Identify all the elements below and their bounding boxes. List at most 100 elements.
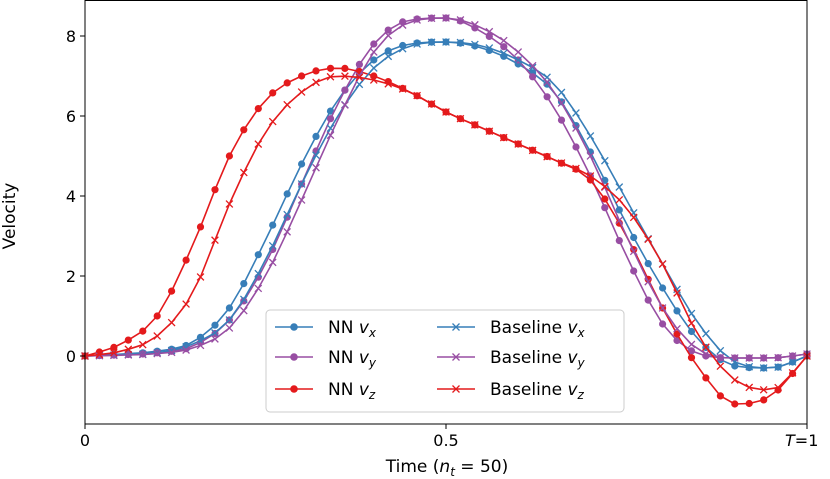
data-point (110, 348, 118, 357)
data-point (138, 350, 147, 359)
data-point (369, 48, 378, 56)
legend-entry: NN vx (275, 318, 377, 340)
data-point (615, 216, 624, 225)
data-point (239, 295, 248, 304)
data-point (298, 160, 306, 168)
data-point (760, 396, 768, 404)
legend-label: NN vy (328, 348, 377, 370)
data-point (413, 16, 421, 24)
data-point (283, 190, 291, 198)
data-point (630, 267, 638, 275)
data-point (629, 213, 638, 222)
data-point (369, 76, 378, 84)
data-point (398, 85, 407, 93)
data-point (730, 376, 739, 384)
legend-label: Baseline vy (490, 348, 586, 370)
data-point (601, 204, 609, 212)
data-point (543, 78, 551, 87)
data-point (211, 236, 219, 245)
data-point (687, 354, 696, 362)
data-point (298, 72, 306, 80)
data-point (514, 140, 523, 148)
data-point (240, 280, 248, 288)
data-point (369, 64, 378, 72)
x-tick-label: 0 (80, 431, 90, 450)
data-point (630, 233, 638, 242)
data-point (211, 186, 219, 194)
data-point (341, 86, 349, 94)
data-point (759, 364, 768, 372)
data-point (514, 48, 523, 56)
data-point (326, 115, 335, 123)
data-point (759, 354, 768, 362)
data-point (153, 349, 162, 358)
data-point (254, 284, 263, 293)
data-point (124, 345, 133, 354)
data-point (702, 329, 710, 338)
data-point (644, 235, 653, 244)
data-point (326, 72, 335, 81)
data-point (529, 73, 537, 81)
data-point (138, 340, 147, 349)
data-point (413, 91, 421, 100)
legend-entry: Baseline vz (437, 380, 585, 402)
data-point (615, 195, 624, 204)
data-point (500, 43, 508, 51)
series-baseline-vz (81, 72, 811, 394)
data-point (615, 237, 623, 245)
data-point (543, 93, 551, 101)
data-point (601, 195, 609, 203)
data-point (427, 14, 436, 23)
data-point (514, 56, 523, 64)
legend-marker (452, 385, 460, 393)
data-point (745, 399, 753, 408)
data-point (673, 330, 681, 338)
data-point (384, 47, 392, 55)
data-point (95, 350, 104, 359)
data-point (124, 336, 132, 344)
data-point (745, 383, 754, 392)
legend-label: NN vx (328, 318, 377, 340)
x-axis-label-prefix: Time ( (385, 457, 440, 477)
data-point (572, 143, 580, 151)
data-point (730, 354, 739, 362)
data-point (673, 324, 681, 333)
data-point (600, 182, 609, 191)
legend-entry: NN vy (275, 348, 377, 370)
data-point (225, 304, 233, 312)
data-point (168, 287, 176, 295)
data-point (557, 99, 566, 107)
data-point (268, 258, 277, 267)
data-point (312, 132, 320, 140)
data-point (370, 72, 378, 80)
data-point (167, 348, 176, 357)
data-point (702, 374, 710, 382)
data-point (182, 256, 190, 264)
data-point (211, 321, 219, 329)
data-point (788, 352, 797, 360)
data-point (427, 38, 436, 47)
data-point (297, 196, 306, 204)
data-point (341, 72, 349, 81)
data-point (485, 127, 494, 136)
x-axis-label-sub: t (450, 465, 456, 479)
data-point (456, 38, 465, 47)
data-point (312, 78, 320, 87)
data-point (731, 400, 739, 408)
data-point (687, 319, 696, 327)
data-point (283, 227, 292, 236)
data-point (384, 31, 393, 40)
data-point (225, 200, 234, 208)
data-point (629, 247, 638, 256)
data-point (644, 277, 653, 286)
data-point (687, 309, 696, 318)
x-tick-label: 0.5 (433, 431, 458, 450)
data-point (427, 100, 436, 108)
data-point (572, 124, 580, 132)
legend: NN vx NN vy NN vz Baseline vx Baseline vy Bas… (265, 309, 625, 413)
data-point (658, 304, 667, 312)
legend-label: Baseline vx (490, 318, 586, 340)
x-tick-label: T=1 (785, 431, 818, 450)
y-tick-label: 8 (66, 27, 76, 46)
